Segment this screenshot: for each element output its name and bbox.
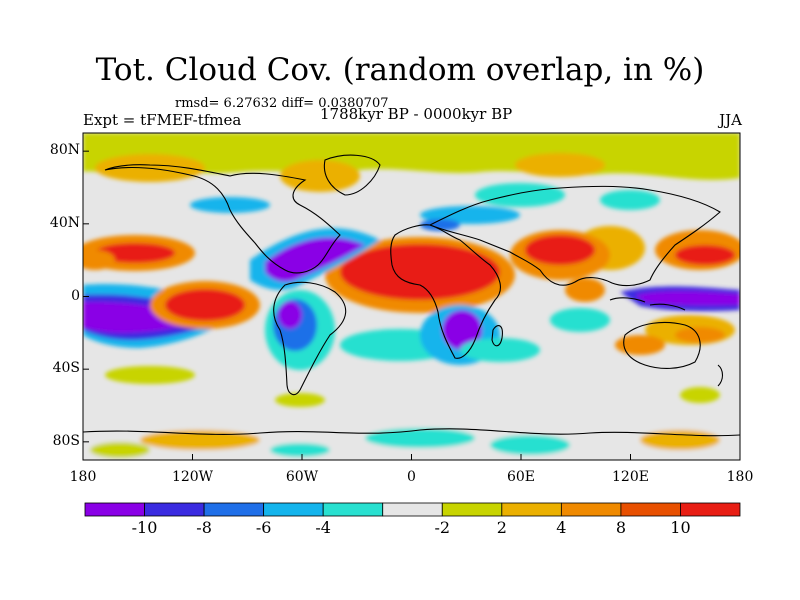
colorbar-swatch [263,502,324,517]
colorbar-swatch [501,502,562,517]
colorbar-swatch [203,502,265,517]
period-label: 1788kyr BP - 0000kyr BP [320,105,513,123]
y-tick-label: 0 [71,287,80,304]
season-label: JJA [719,111,742,129]
plot-title: Tot. Cloud Cov. (random overlap, in %) [95,52,705,88]
y-tick-label: 40N [49,214,80,231]
x-tick-label: 60E [506,469,536,485]
colorbar-swatch [322,502,384,517]
coastlines [83,154,740,437]
colorbar-swatch [560,502,622,517]
colorbar-label: 10 [670,518,691,537]
colorbar-swatch [680,502,741,517]
colorbar-label: -6 [255,518,272,537]
colorbar [84,502,741,517]
colorbar-swatch [620,502,681,517]
colorbar-label: 4 [556,518,567,537]
colorbar-swatch [441,502,503,517]
colorbar-label: -8 [196,518,212,537]
colorbar-label: 2 [496,518,507,537]
colorbar-label: -10 [131,518,158,537]
colorbar-label: -2 [434,518,451,537]
y-tick-label: 80S [52,432,80,449]
colorbar-swatch [144,502,205,517]
y-tick-label: 40S [52,360,80,377]
colorbar-label: -4 [315,518,331,537]
axis-ticks [82,150,741,460]
x-tick-label: 120W [171,469,214,485]
cloud-anomaly-field [83,133,740,460]
y-tick-label: 80N [49,142,80,159]
x-tick-label: 60W [285,469,319,485]
colorbar-swatch [84,502,145,517]
x-tick-label: 0 [407,469,416,485]
experiment-label: Expt = tFMEF-tfmea [83,111,242,129]
colorbar-swatch [382,502,443,517]
x-tick-label: 180 [69,469,97,485]
x-tick-label: 180 [726,469,754,485]
stats-line: rmsd= 6.27632 diff= 0.0380707 [175,96,389,111]
colorbar-label: 8 [615,518,626,537]
x-tick-label: 120E [612,469,649,485]
